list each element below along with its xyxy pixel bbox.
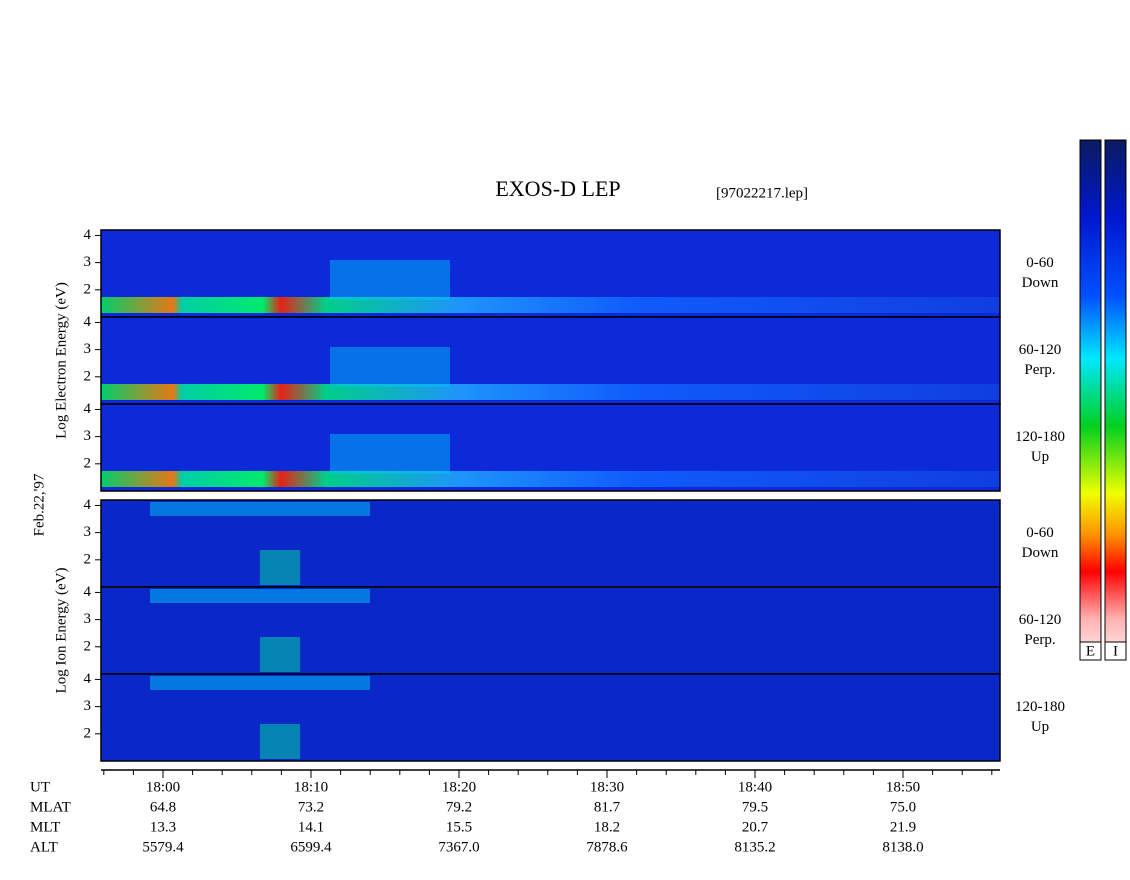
ephemeris-value: 15.5	[446, 819, 472, 835]
date: Feb.22,'97	[31, 473, 47, 536]
y-tick-label: 4	[84, 671, 92, 687]
spectrogram-band	[260, 637, 300, 672]
ephemeris-value: 81.7	[594, 799, 621, 815]
panel-label: 60-120	[1019, 612, 1062, 628]
panel-label: 120-180	[1015, 429, 1065, 445]
row-label: MLT	[30, 819, 60, 835]
row-label: UT	[30, 779, 50, 795]
spectrogram	[101, 500, 1000, 587]
ephemeris-value: 21.9	[890, 819, 916, 835]
spectrogram-band	[150, 676, 370, 690]
file-name: [97022217.lep]	[716, 185, 808, 201]
panel-label: Perp.	[1024, 632, 1055, 648]
ephemeris-value: 75.0	[890, 799, 916, 815]
colorbar-label: E	[1086, 643, 1095, 659]
ephemeris-value: 18:40	[738, 779, 772, 795]
spectrogram-band	[101, 471, 1000, 487]
y-tick-label: 3	[84, 611, 92, 627]
spectrogram	[101, 587, 1000, 674]
ephemeris-value: 8138.0	[882, 839, 923, 855]
row-label: ALT	[30, 839, 58, 855]
y-tick-label: 4	[84, 227, 92, 243]
spectrogram-band	[101, 384, 1000, 400]
spectrogram-band	[101, 297, 1000, 313]
ephemeris-value: 18:30	[590, 779, 624, 795]
y-tick-label: 3	[84, 341, 92, 357]
spectrogram	[101, 674, 1000, 761]
panel-label: Down	[1022, 275, 1059, 291]
spectrogram-band	[150, 502, 370, 516]
y-tick-label: 4	[84, 584, 92, 600]
ephemeris-value: 14.1	[298, 819, 324, 835]
colorbar-label-box	[1079, 641, 1102, 661]
spectrogram-band	[260, 550, 300, 585]
ephemeris-value: 20.7	[742, 819, 769, 835]
panel-frame	[100, 673, 1001, 762]
colorbar-label: I	[1113, 643, 1118, 659]
colorbar-label-box	[1104, 641, 1127, 661]
ephemeris-value: 7878.6	[586, 839, 628, 855]
colorbar	[1079, 139, 1102, 661]
row-label: MLAT	[30, 799, 71, 815]
ephemeris-value: 18:00	[146, 779, 180, 795]
ephemeris-value: 13.3	[150, 819, 176, 835]
panel-label: Up	[1031, 449, 1049, 465]
panel-label: Perp.	[1024, 362, 1055, 378]
ephemeris-value: 8135.2	[734, 839, 775, 855]
y-tick-label: 4	[84, 314, 92, 330]
y-tick-label: 2	[84, 638, 92, 654]
ephemeris-value: 5579.4	[142, 839, 184, 855]
y-tick-label: 3	[84, 524, 92, 540]
spectrogram-band	[150, 589, 370, 603]
ephemeris-value: 73.2	[298, 799, 324, 815]
spectrogram-band	[260, 724, 300, 759]
colorbar	[1104, 139, 1127, 661]
panel-label: Up	[1031, 719, 1049, 735]
y-tick-label: 2	[84, 368, 92, 384]
panel-label: 120-180	[1015, 699, 1065, 715]
ephemeris-value: 18:50	[886, 779, 920, 795]
ephemeris-value: 18:10	[294, 779, 328, 795]
ephemeris-value: 18:20	[442, 779, 476, 795]
title: EXOS-D LEP	[495, 176, 620, 201]
y-tick-label: 2	[84, 455, 92, 471]
panel-label: 0-60	[1026, 255, 1054, 271]
y-axis-label: Log Ion Energy (eV)	[53, 568, 69, 694]
spectrogram-band	[330, 260, 450, 300]
panel-label: 60-120	[1019, 342, 1062, 358]
spectrogram-band	[330, 434, 450, 474]
ephemeris-value: 7367.0	[438, 839, 479, 855]
y-tick-label: 3	[84, 254, 92, 270]
ephemeris-value: 79.2	[446, 799, 472, 815]
y-tick-label: 4	[84, 401, 92, 417]
ephemeris-value: 64.8	[150, 799, 176, 815]
y-tick-label: 2	[84, 281, 92, 297]
panel-label: 0-60	[1026, 525, 1054, 541]
spectrogram-band	[330, 347, 450, 387]
y-tick-label: 4	[84, 497, 92, 513]
panel-label: Down	[1022, 545, 1059, 561]
y-tick-label: 3	[84, 698, 92, 714]
y-axis-label: Log Electron Energy (eV)	[53, 282, 69, 439]
y-tick-label: 2	[84, 725, 92, 741]
panel-frame	[100, 403, 1001, 492]
ephemeris-value: 6599.4	[290, 839, 332, 855]
ephemeris-value: 79.5	[742, 799, 768, 815]
y-tick-label: 2	[84, 551, 92, 567]
y-tick-label: 3	[84, 428, 92, 444]
ephemeris-value: 18.2	[594, 819, 620, 835]
